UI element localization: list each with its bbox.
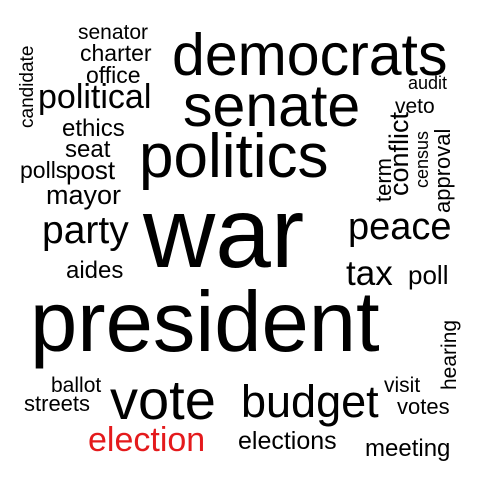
word-poll: poll [408,260,449,290]
word-hearing: hearing [438,319,461,390]
word-politics: politics [139,122,329,191]
word-approval: approval [430,128,455,213]
word-senator: senator [78,21,149,44]
word-meeting: meeting [365,435,451,462]
word-ballot: ballot [51,374,102,397]
word-senate: senate [183,73,361,139]
word-census: census [412,130,432,188]
word-term: term [371,158,396,202]
word-streets: streets [24,391,91,416]
word-audit: audit [408,73,448,93]
word-veto: veto [395,95,435,118]
word-democrats: democrats [172,22,448,88]
word-ethics: ethics [62,115,125,142]
word-post: post [66,155,116,185]
word-vote: vote [110,368,216,431]
word-votes: votes [397,394,450,419]
word-visit: visit [384,374,421,397]
word-polls: polls [20,157,68,183]
word-office: office [86,62,141,88]
word-elections: elections [238,427,337,455]
word-budget: budget [241,376,379,427]
word-political: political [38,78,152,116]
word-peace: peace [348,206,452,248]
word-mayor: mayor [46,180,122,210]
word-aides: aides [66,257,124,284]
word-party: party [42,209,129,252]
word-president: president [30,275,380,370]
word-election: election [88,421,206,459]
word-charter: charter [80,40,152,66]
word-candidate: candidate [17,45,38,128]
word-tax: tax [346,254,393,293]
word-war: war [143,177,305,289]
word-seat: seat [65,136,111,163]
